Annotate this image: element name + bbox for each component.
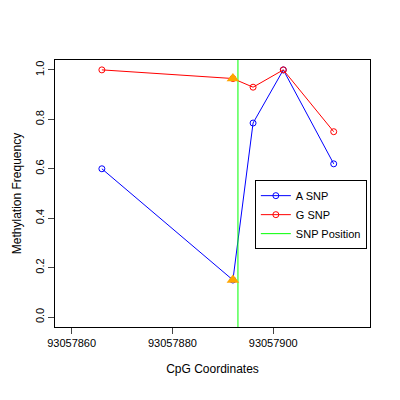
svg-text:0.4: 0.4 [34,209,46,224]
svg-text:0.8: 0.8 [34,110,46,125]
svg-text:CpG Coordinates: CpG Coordinates [166,362,259,376]
svg-text:93057900: 93057900 [249,337,298,349]
svg-text:SNP Position: SNP Position [296,228,361,240]
svg-text:0.0: 0.0 [34,308,46,323]
svg-text:93057860: 93057860 [47,337,96,349]
svg-text:0.6: 0.6 [34,159,46,174]
svg-text:G SNP: G SNP [296,209,330,221]
svg-text:A SNP: A SNP [296,190,328,202]
svg-text:93057880: 93057880 [148,337,197,349]
svg-text:Methylation Frequency: Methylation Frequency [10,133,24,254]
svg-text:1.0: 1.0 [34,61,46,76]
svg-text:0.2: 0.2 [34,258,46,273]
